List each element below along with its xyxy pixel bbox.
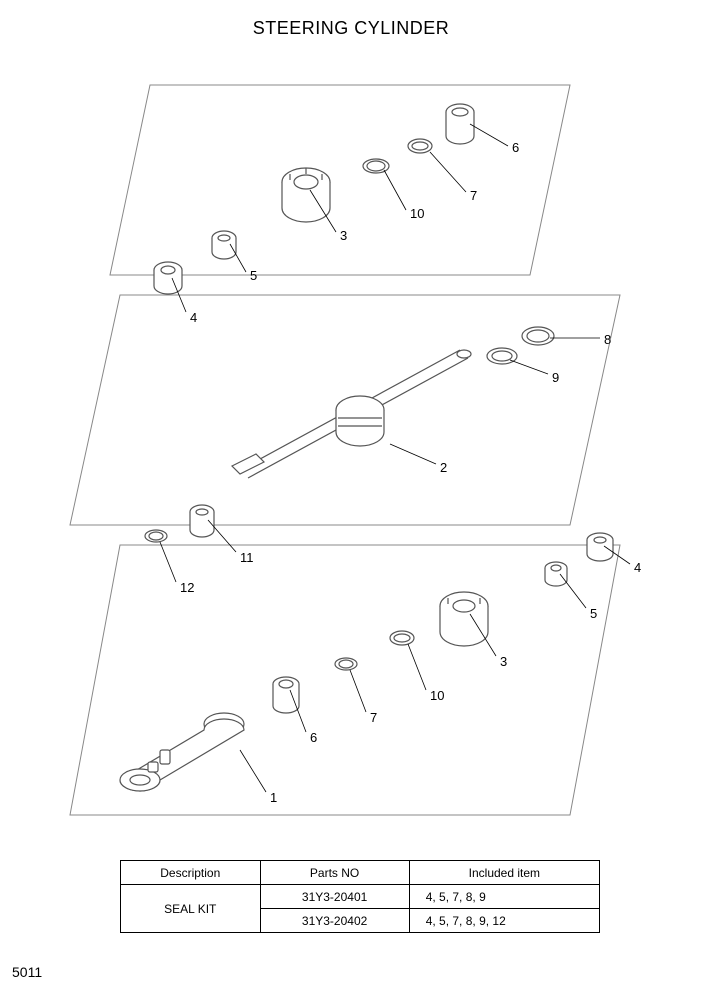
- leaders-svg: [60, 50, 660, 830]
- td-included-1: 4, 5, 7, 8, 9, 12: [409, 909, 599, 933]
- diagram-title: STEERING CYLINDER: [0, 18, 702, 39]
- callout-2: 2: [440, 460, 447, 475]
- parts-table: Description Parts NO Included item SEAL …: [120, 860, 600, 933]
- callout-8: 8: [604, 332, 611, 347]
- callout-1: 1: [270, 790, 277, 805]
- callout-10: 10: [410, 206, 424, 221]
- callout-6: 6: [512, 140, 519, 155]
- td-partsno-0: 31Y3-20401: [260, 885, 409, 909]
- th-description: Description: [121, 861, 261, 885]
- callout-7: 7: [470, 188, 477, 203]
- td-desc: SEAL KIT: [121, 885, 261, 933]
- callout-11: 11: [240, 550, 254, 565]
- callout-7: 7: [370, 710, 377, 725]
- parts-table-wrap: Description Parts NO Included item SEAL …: [120, 860, 600, 933]
- callout-4: 4: [190, 310, 197, 325]
- callout-6: 6: [310, 730, 317, 745]
- callout-10: 10: [430, 688, 444, 703]
- callout-3: 3: [500, 654, 507, 669]
- th-partsno: Parts NO: [260, 861, 409, 885]
- callout-4: 4: [634, 560, 641, 575]
- callout-5: 5: [250, 268, 257, 283]
- page-number: 5011: [12, 964, 42, 980]
- callout-9: 9: [552, 370, 559, 385]
- callout-5: 5: [590, 606, 597, 621]
- th-included: Included item: [409, 861, 599, 885]
- callout-3: 3: [340, 228, 347, 243]
- td-partsno-1: 31Y3-20402: [260, 909, 409, 933]
- callout-12: 12: [180, 580, 194, 595]
- td-included-0: 4, 5, 7, 8, 9: [409, 885, 599, 909]
- diagram-area: 6 7 10 3 5 4 8 9 2 11 12 4 5 3 10 7 6 1: [60, 50, 660, 830]
